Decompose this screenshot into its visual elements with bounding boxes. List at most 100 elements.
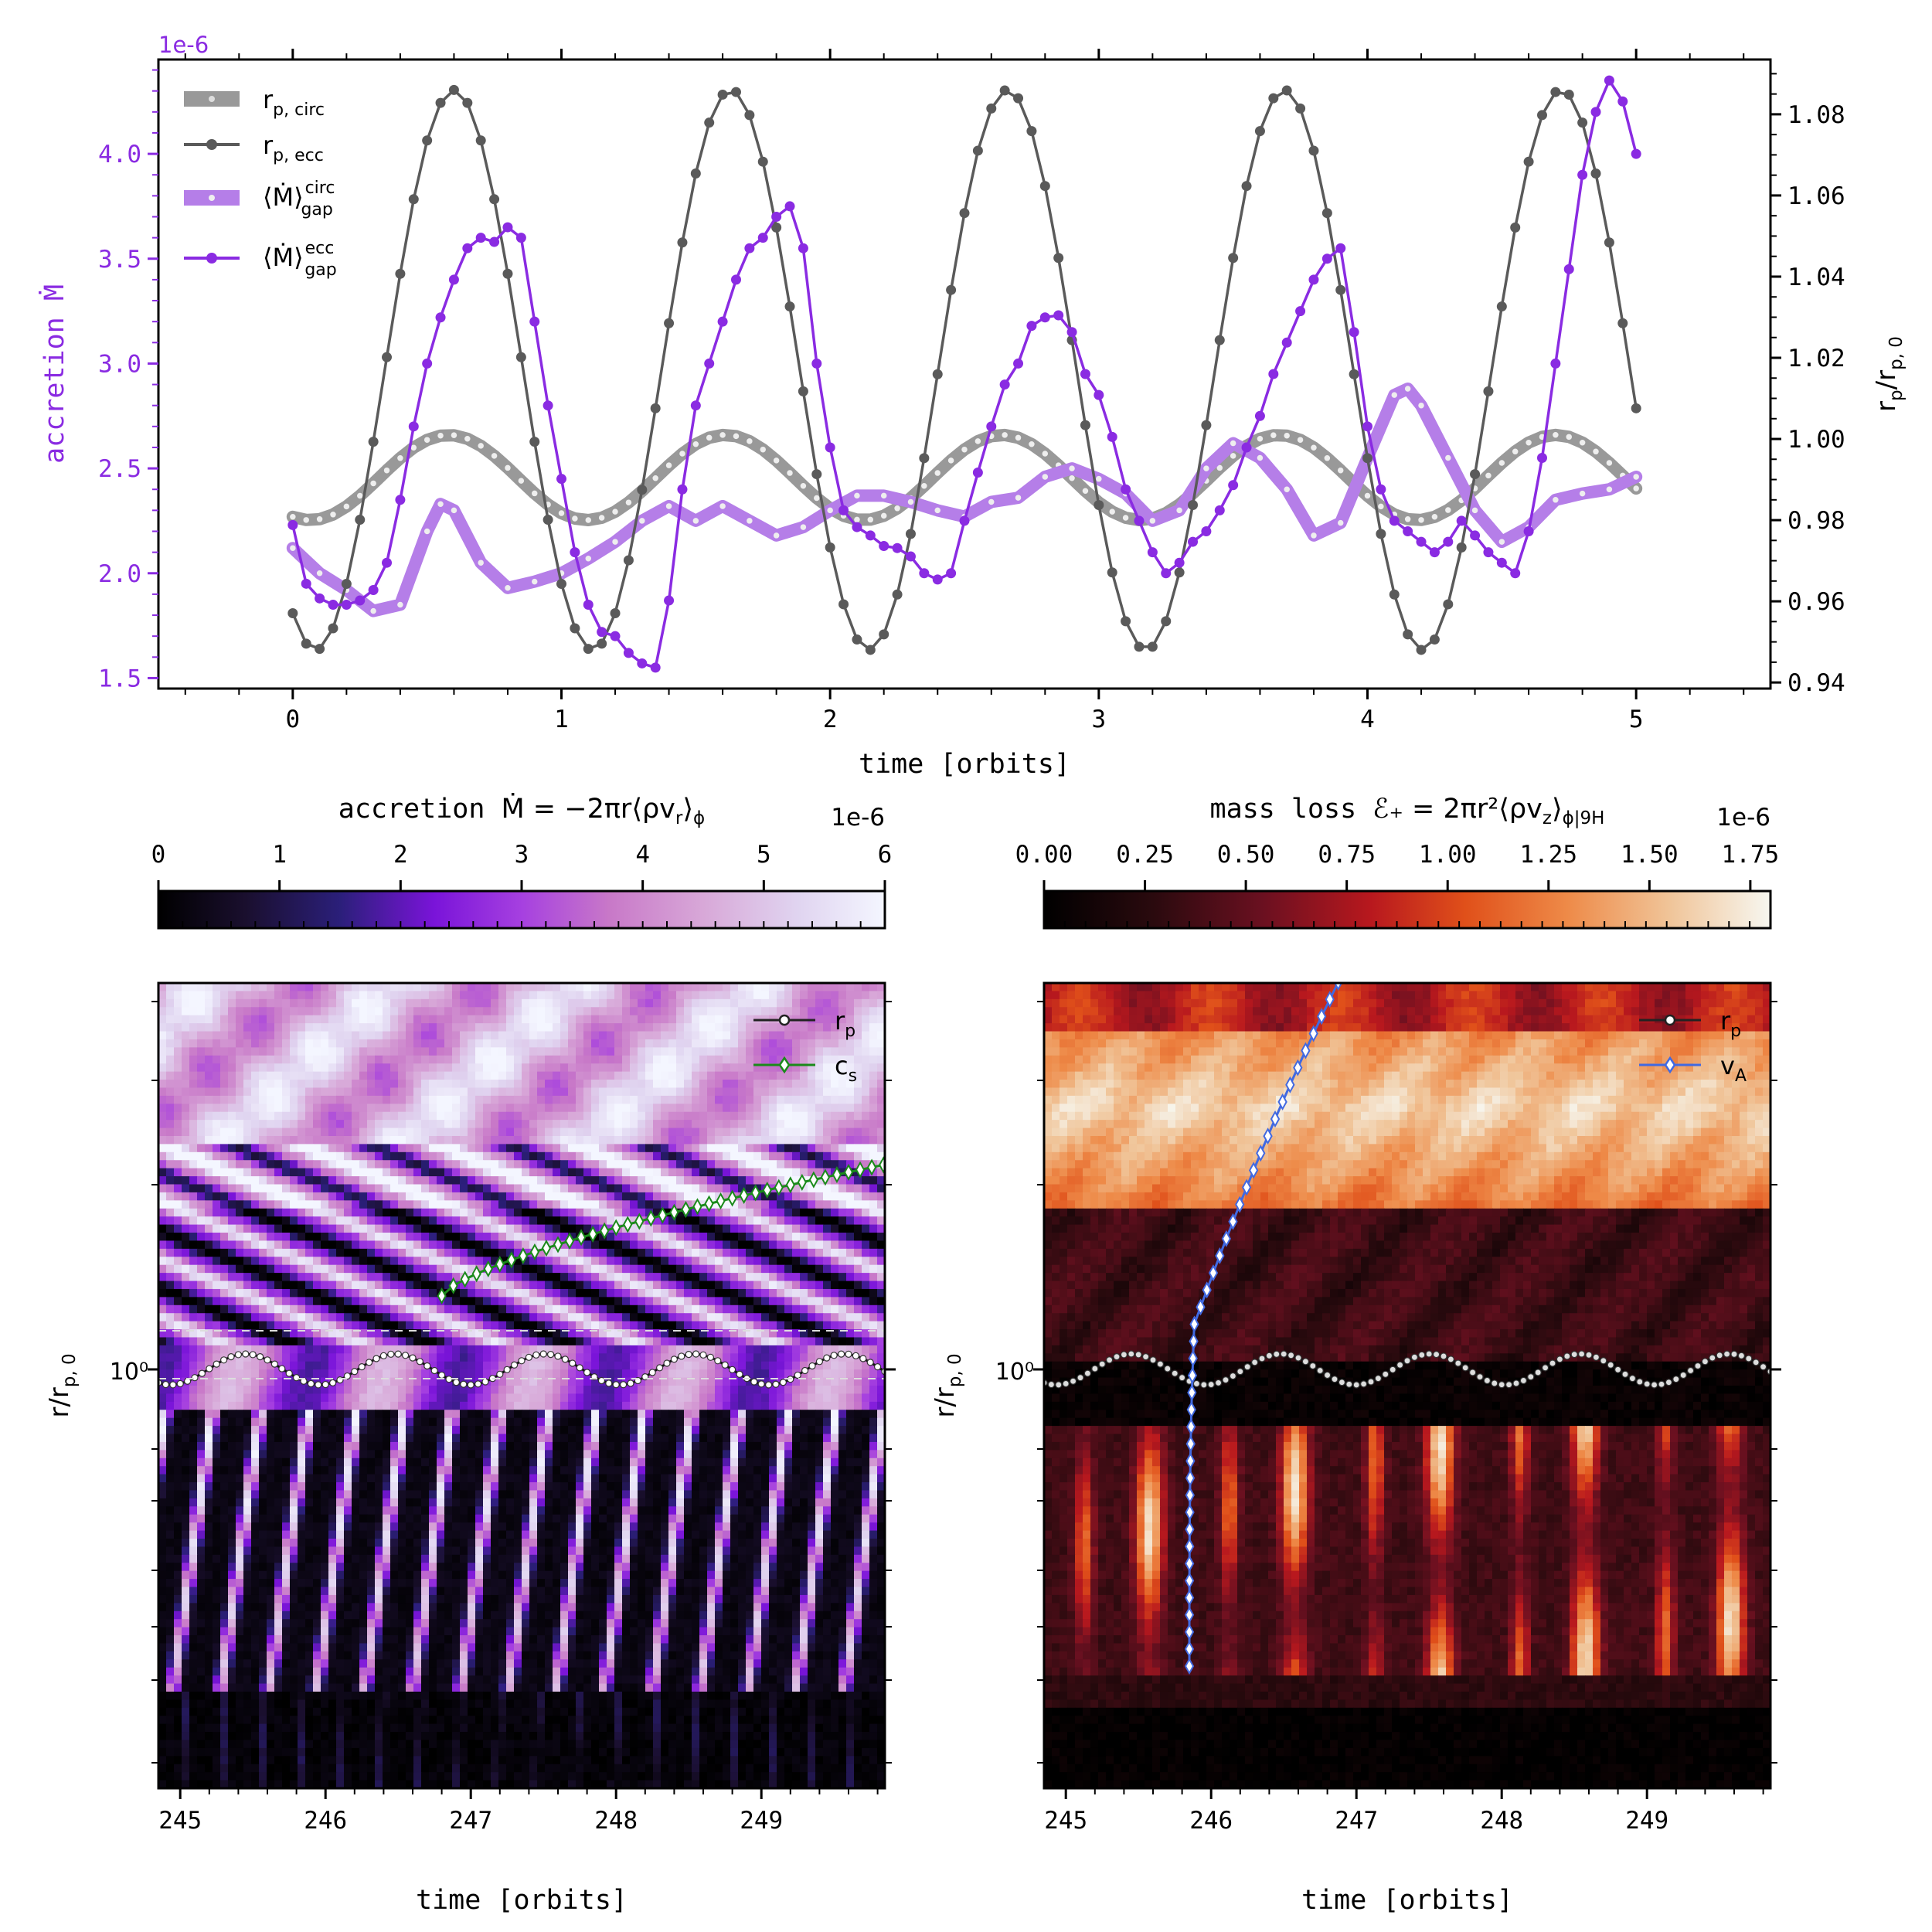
accretion-heatmap-cell xyxy=(429,1007,437,1016)
accretion-heatmap-cell xyxy=(761,991,770,1000)
accretion-heatmap-cell xyxy=(622,1144,631,1153)
accretion-heatmap-cell xyxy=(213,1240,221,1250)
accretion-heatmap-cell xyxy=(792,1047,801,1056)
accretion-heatmap-cell xyxy=(352,1007,360,1016)
accretion-heatmap-cell xyxy=(390,1184,399,1193)
accretion-heatmap-cell xyxy=(406,1192,414,1201)
accretion-heatmap-cell xyxy=(205,1216,213,1226)
accretion-heatmap-cell xyxy=(583,1039,592,1048)
accretion-heatmap-cell xyxy=(475,1353,484,1362)
accretion-heatmap-cell xyxy=(506,1192,515,1201)
accretion-heatmap-cell xyxy=(676,1216,685,1226)
accretion-heatmap-cell xyxy=(321,1007,329,1016)
accretion-heatmap-cell xyxy=(553,1023,561,1032)
accretion-heatmap-cell xyxy=(243,1329,252,1338)
accretion-heatmap-cell xyxy=(282,1063,291,1073)
accretion-heatmap-cell xyxy=(753,991,762,1000)
accretion-heatmap-cell xyxy=(413,1151,422,1161)
series-2-point-52 xyxy=(1631,472,1641,481)
series-0-point-32 xyxy=(718,430,727,440)
accretion-heatmap-cell xyxy=(197,1135,206,1145)
accretion-heatmap-cell xyxy=(576,1047,584,1056)
accretion-heatmap-cell xyxy=(545,1039,553,1048)
accretion-heatmap-cell xyxy=(390,1135,399,1145)
accretion-heatmap-cell xyxy=(352,1111,360,1121)
accretion-heatmap-cell xyxy=(537,1313,546,1322)
accretion-heatmap-cell xyxy=(846,1151,855,1161)
series-3-point-84 xyxy=(1416,536,1427,547)
accretion-heatmap-cell xyxy=(189,983,198,992)
accretion-heatmap-cell xyxy=(599,1080,607,1089)
accretion-heatmap-cell xyxy=(321,1257,329,1266)
accretion-heatmap-cell xyxy=(228,1080,236,1089)
accretion-heatmap-cell xyxy=(761,1248,770,1257)
accretion-heatmap-cell xyxy=(730,1248,739,1257)
accretion-heatmap-cell xyxy=(854,1281,862,1290)
accretion-heatmap-cell xyxy=(529,1297,538,1306)
accretion-heatmap-cell xyxy=(638,1080,646,1089)
accretion-heatmap-cell xyxy=(707,1329,716,1338)
accretion-heatmap-cell xyxy=(498,1281,507,1290)
accretion-heatmap-cell xyxy=(321,1120,329,1129)
accretion-heatmap-cell xyxy=(429,1224,437,1233)
accretion-heatmap-cell xyxy=(468,1095,476,1104)
accretion-heatmap-cell xyxy=(676,1135,685,1145)
accretion-heatmap-cell xyxy=(614,1047,623,1056)
accretion-heatmap-cell xyxy=(576,1248,584,1257)
accretion-heatmap-cell xyxy=(267,991,275,1000)
accretion-heatmap-cell xyxy=(421,1264,430,1274)
accretion-heatmap-cell xyxy=(576,1184,584,1193)
accretion-heatmap-cell xyxy=(328,1345,337,1354)
accretion-heatmap-cell xyxy=(452,1313,461,1322)
accretion-heatmap-cell xyxy=(854,1031,862,1040)
accretion-heatmap-cell xyxy=(831,983,839,992)
accretion-heatmap-cell xyxy=(352,1353,360,1362)
accretion-heatmap-cell xyxy=(684,1345,692,1354)
accretion-heatmap-cell xyxy=(205,1104,213,1113)
accretion-heatmap-cell xyxy=(599,1281,607,1290)
accretion-heatmap-cell xyxy=(769,1080,777,1089)
accretion-heatmap-cell xyxy=(367,998,376,1008)
accretion-heatmap-cell xyxy=(676,1281,685,1290)
accretion-heatmap-cell xyxy=(545,1095,553,1104)
accretion-heatmap-cell xyxy=(452,1095,461,1104)
accretion-heatmap-cell xyxy=(653,983,662,992)
accretion-heatmap-cell xyxy=(815,1248,824,1257)
accretion-heatmap-cell xyxy=(328,1104,337,1113)
accretion-heatmap-cell xyxy=(483,1208,492,1217)
accretion-heatmap-cell xyxy=(498,1047,507,1056)
accretion-heatmap-cell xyxy=(668,1288,677,1298)
series-1-point-49 xyxy=(946,284,957,295)
accretion-heatmap-cell xyxy=(661,1264,669,1274)
accretion-heatmap-cell xyxy=(328,983,337,992)
accretion-heatmap-cell xyxy=(537,1015,546,1024)
accretion-heatmap-cell xyxy=(475,1039,484,1048)
accretion-heatmap-cell xyxy=(607,1321,615,1330)
accretion-heatmap-cell xyxy=(831,1345,839,1354)
accretion-heatmap-cell xyxy=(328,1200,337,1209)
accretion-heatmap-cell xyxy=(576,1087,584,1097)
top-axes-frame xyxy=(157,58,1772,690)
accretion-heatmap-cell xyxy=(398,1329,406,1338)
accretion-heatmap-cell xyxy=(568,1281,577,1290)
accretion-heatmap-cell xyxy=(614,1015,623,1024)
series-1-point-42 xyxy=(852,634,862,645)
accretion-heatmap-cell xyxy=(769,1144,777,1153)
accretion-heatmap-cell xyxy=(460,1216,468,1226)
accretion-heatmap-cell xyxy=(583,1288,592,1298)
accretion-heatmap-cell xyxy=(723,1321,731,1330)
accretion-heatmap-cell xyxy=(668,983,677,992)
accretion-heatmap-cell xyxy=(746,1087,754,1097)
accretion-heatmap-cell xyxy=(166,998,175,1008)
accretion-heatmap-cell xyxy=(553,1192,561,1201)
accretion-heatmap-cell xyxy=(823,1248,832,1257)
accretion-heatmap-cell xyxy=(313,1151,321,1161)
accretion-heatmap-cell xyxy=(815,998,824,1008)
accretion-heatmap-cell xyxy=(452,1200,461,1209)
accretion-heatmap-cell xyxy=(413,1208,422,1217)
accretion-heatmap-cell xyxy=(413,1095,422,1104)
top-offset-text: 1e-6 xyxy=(158,32,209,58)
accretion-heatmap-cell xyxy=(243,1224,252,1233)
accretion-heatmap-cell xyxy=(421,1329,430,1338)
accretion-heatmap-cell xyxy=(514,1297,522,1306)
